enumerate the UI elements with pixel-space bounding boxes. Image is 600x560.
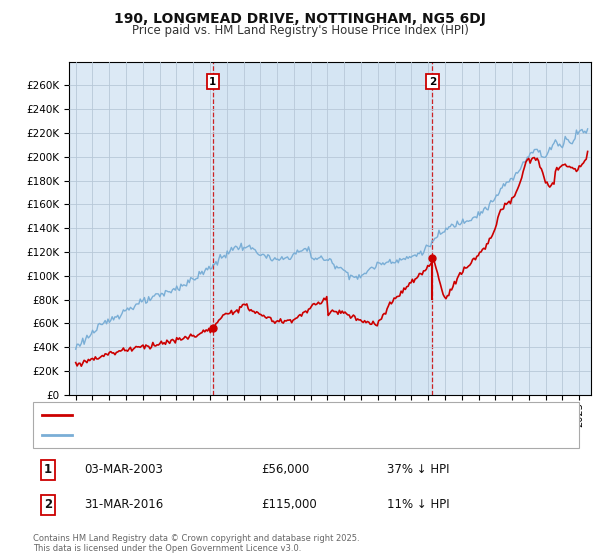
Text: 190, LONGMEAD DRIVE, NOTTINGHAM, NG5 6DJ (semi-detached house): 190, LONGMEAD DRIVE, NOTTINGHAM, NG5 6DJ…	[76, 410, 468, 420]
Text: 1: 1	[44, 463, 52, 476]
Text: £56,000: £56,000	[261, 463, 309, 476]
Text: 1: 1	[209, 77, 217, 87]
Text: 03-MAR-2003: 03-MAR-2003	[84, 463, 163, 476]
Text: 190, LONGMEAD DRIVE, NOTTINGHAM, NG5 6DJ: 190, LONGMEAD DRIVE, NOTTINGHAM, NG5 6DJ	[114, 12, 486, 26]
Text: 2: 2	[429, 77, 436, 87]
Text: 37% ↓ HPI: 37% ↓ HPI	[387, 463, 449, 476]
Text: 2: 2	[44, 498, 52, 511]
Text: HPI: Average price, semi-detached house, City of Nottingham: HPI: Average price, semi-detached house,…	[76, 430, 412, 440]
Text: £115,000: £115,000	[261, 498, 317, 511]
Text: Contains HM Land Registry data © Crown copyright and database right 2025.
This d: Contains HM Land Registry data © Crown c…	[33, 534, 359, 553]
Text: 31-MAR-2016: 31-MAR-2016	[84, 498, 163, 511]
Bar	[213, 62, 433, 395]
Text: 11% ↓ HPI: 11% ↓ HPI	[387, 498, 449, 511]
Text: Price paid vs. HM Land Registry's House Price Index (HPI): Price paid vs. HM Land Registry's House …	[131, 24, 469, 36]
